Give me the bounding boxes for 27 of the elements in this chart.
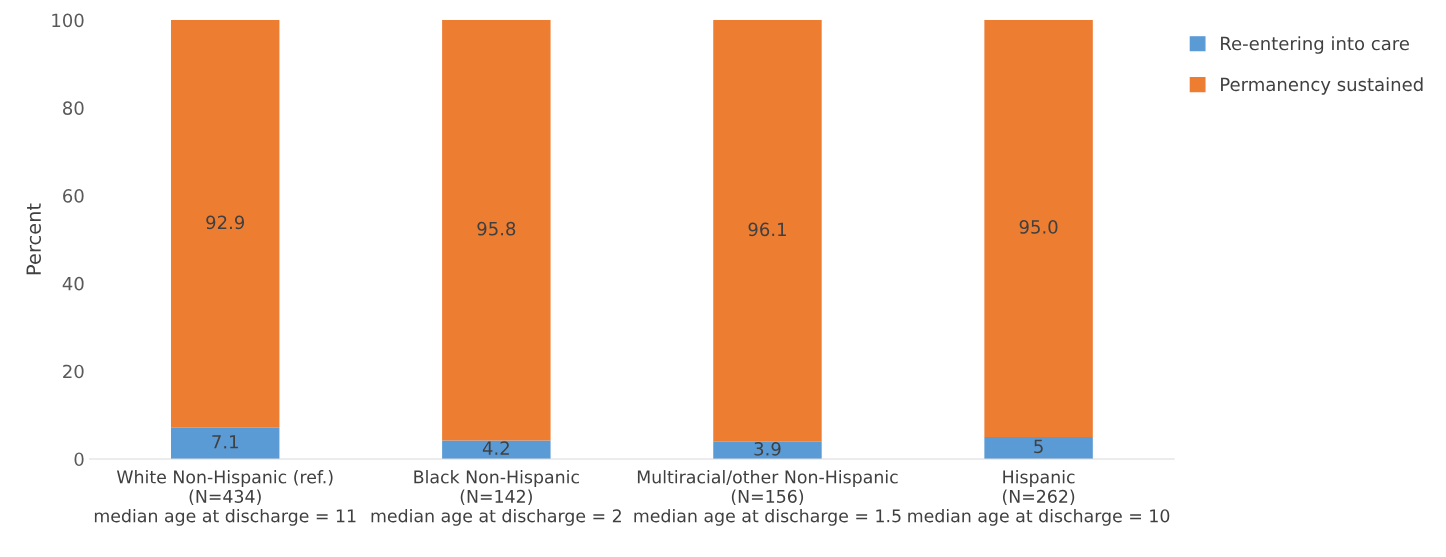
bar <box>442 20 551 441</box>
y-axis-title: Percent <box>26 203 41 275</box>
data-label: 3.9 <box>754 441 781 456</box>
x-tick-label: White Non-Hispanic (ref.) (N=434) median age at discharge = 11 <box>94 470 356 526</box>
x-tick-label: Hispanic (N=262) median age at discharge = 10 <box>908 470 1170 526</box>
bar <box>984 20 1093 438</box>
bar <box>170 427 280 459</box>
data-label: 7.1 <box>212 435 238 449</box>
y-tick-label: 20 <box>63 364 84 379</box>
data-label: 92.9 <box>206 215 245 230</box>
y-tick-label: 60 <box>63 189 84 203</box>
data-label: 4.2 <box>482 441 509 455</box>
legend-label: Re-entering into care <box>1221 36 1409 54</box>
data-label: 96.1 <box>748 222 786 237</box>
data-label: 95.8 <box>477 221 516 236</box>
x-tick-label: Multiracial/other Non-Hispanic (N=156) median age at discharge = 1.5 <box>634 470 901 526</box>
x-tick-label: Black Non-Hispanic (N=142) median age at discharge = 2 <box>371 470 621 526</box>
y-tick-label: 40 <box>62 276 84 291</box>
y-tick-label: 100 <box>52 13 84 28</box>
bar <box>713 20 822 442</box>
bar <box>170 20 280 428</box>
data-label: 95.0 <box>1019 220 1058 234</box>
bar <box>984 437 1093 459</box>
data-label: 5 <box>1034 439 1043 454</box>
legend-label: Permanency sustained <box>1221 77 1423 95</box>
y-tick-label: 0 <box>74 452 84 467</box>
y-tick-label: 80 <box>63 101 84 115</box>
